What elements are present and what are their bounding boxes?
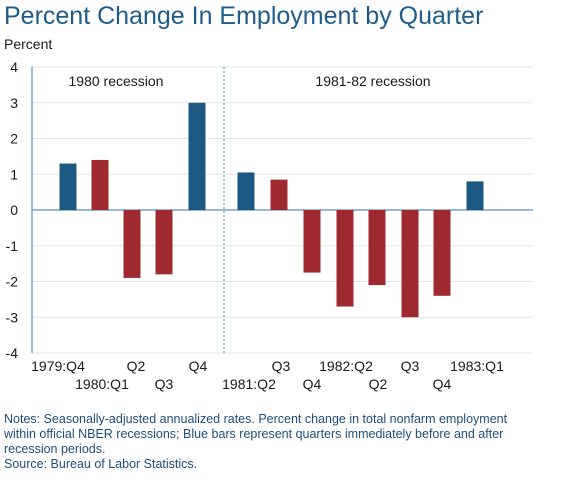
x-tick-label: Q4 — [303, 376, 322, 392]
y-tick-label: -3 — [6, 309, 19, 325]
y-tick-label: -1 — [6, 238, 19, 254]
y-axis-label: Percent — [4, 36, 53, 52]
bar — [237, 172, 255, 210]
source-line: Source: Bureau of Labor Statistics. — [4, 457, 198, 471]
notes-line: recession periods. — [4, 442, 106, 456]
y-tick-label: 1 — [10, 166, 18, 182]
bar — [466, 181, 484, 210]
recession-annotation: 1980 recession — [69, 73, 164, 89]
x-tick-label: 1983:Q1 — [450, 358, 504, 374]
x-tick-label: Q2 — [369, 376, 388, 392]
y-tick-label: -2 — [6, 274, 19, 290]
x-tick-label: Q3 — [155, 376, 174, 392]
x-tick-label: Q3 — [272, 358, 291, 374]
y-tick-label: 3 — [10, 95, 18, 111]
chart-notes: Notes: Seasonally-adjusted annualized ra… — [4, 412, 564, 472]
x-tick-label: Q3 — [401, 358, 420, 374]
x-tick-label: 1981:Q2 — [222, 376, 276, 392]
y-tick-label: 0 — [10, 202, 18, 218]
bar — [270, 179, 288, 210]
bar — [368, 210, 386, 286]
bar — [59, 163, 77, 210]
x-tick-label: 1982:Q2 — [319, 358, 373, 374]
recession-annotation: 1981-82 recession — [315, 73, 430, 89]
bar — [336, 210, 354, 307]
bar — [433, 210, 451, 296]
chart-title: Percent Change In Employment by Quarter — [4, 2, 484, 30]
x-tick-label: Q4 — [189, 358, 208, 374]
bar-chart: 4 3 2 1 0 -1 -2 -3 -4 1979:Q4 1980:Q1 Q2 Q3 Q4 1981:Q2… — [6, 59, 533, 392]
y-tick-label: 2 — [10, 131, 18, 147]
bar — [401, 210, 419, 318]
x-tick-label: 1979:Q4 — [31, 358, 85, 374]
bar — [188, 102, 206, 210]
notes-line: Notes: Seasonally-adjusted annualized ra… — [4, 412, 508, 426]
y-tick-label: 4 — [10, 59, 18, 75]
y-tick-label: -4 — [6, 345, 19, 361]
bar — [123, 210, 141, 278]
x-tick-label: Q2 — [127, 358, 146, 374]
bar — [303, 210, 321, 273]
x-tick-label: Q4 — [433, 376, 452, 392]
bar — [91, 159, 109, 210]
bar — [155, 210, 173, 275]
x-tick-label: 1980:Q1 — [75, 376, 129, 392]
notes-line: within official NBER recessions; Blue ba… — [4, 427, 504, 441]
